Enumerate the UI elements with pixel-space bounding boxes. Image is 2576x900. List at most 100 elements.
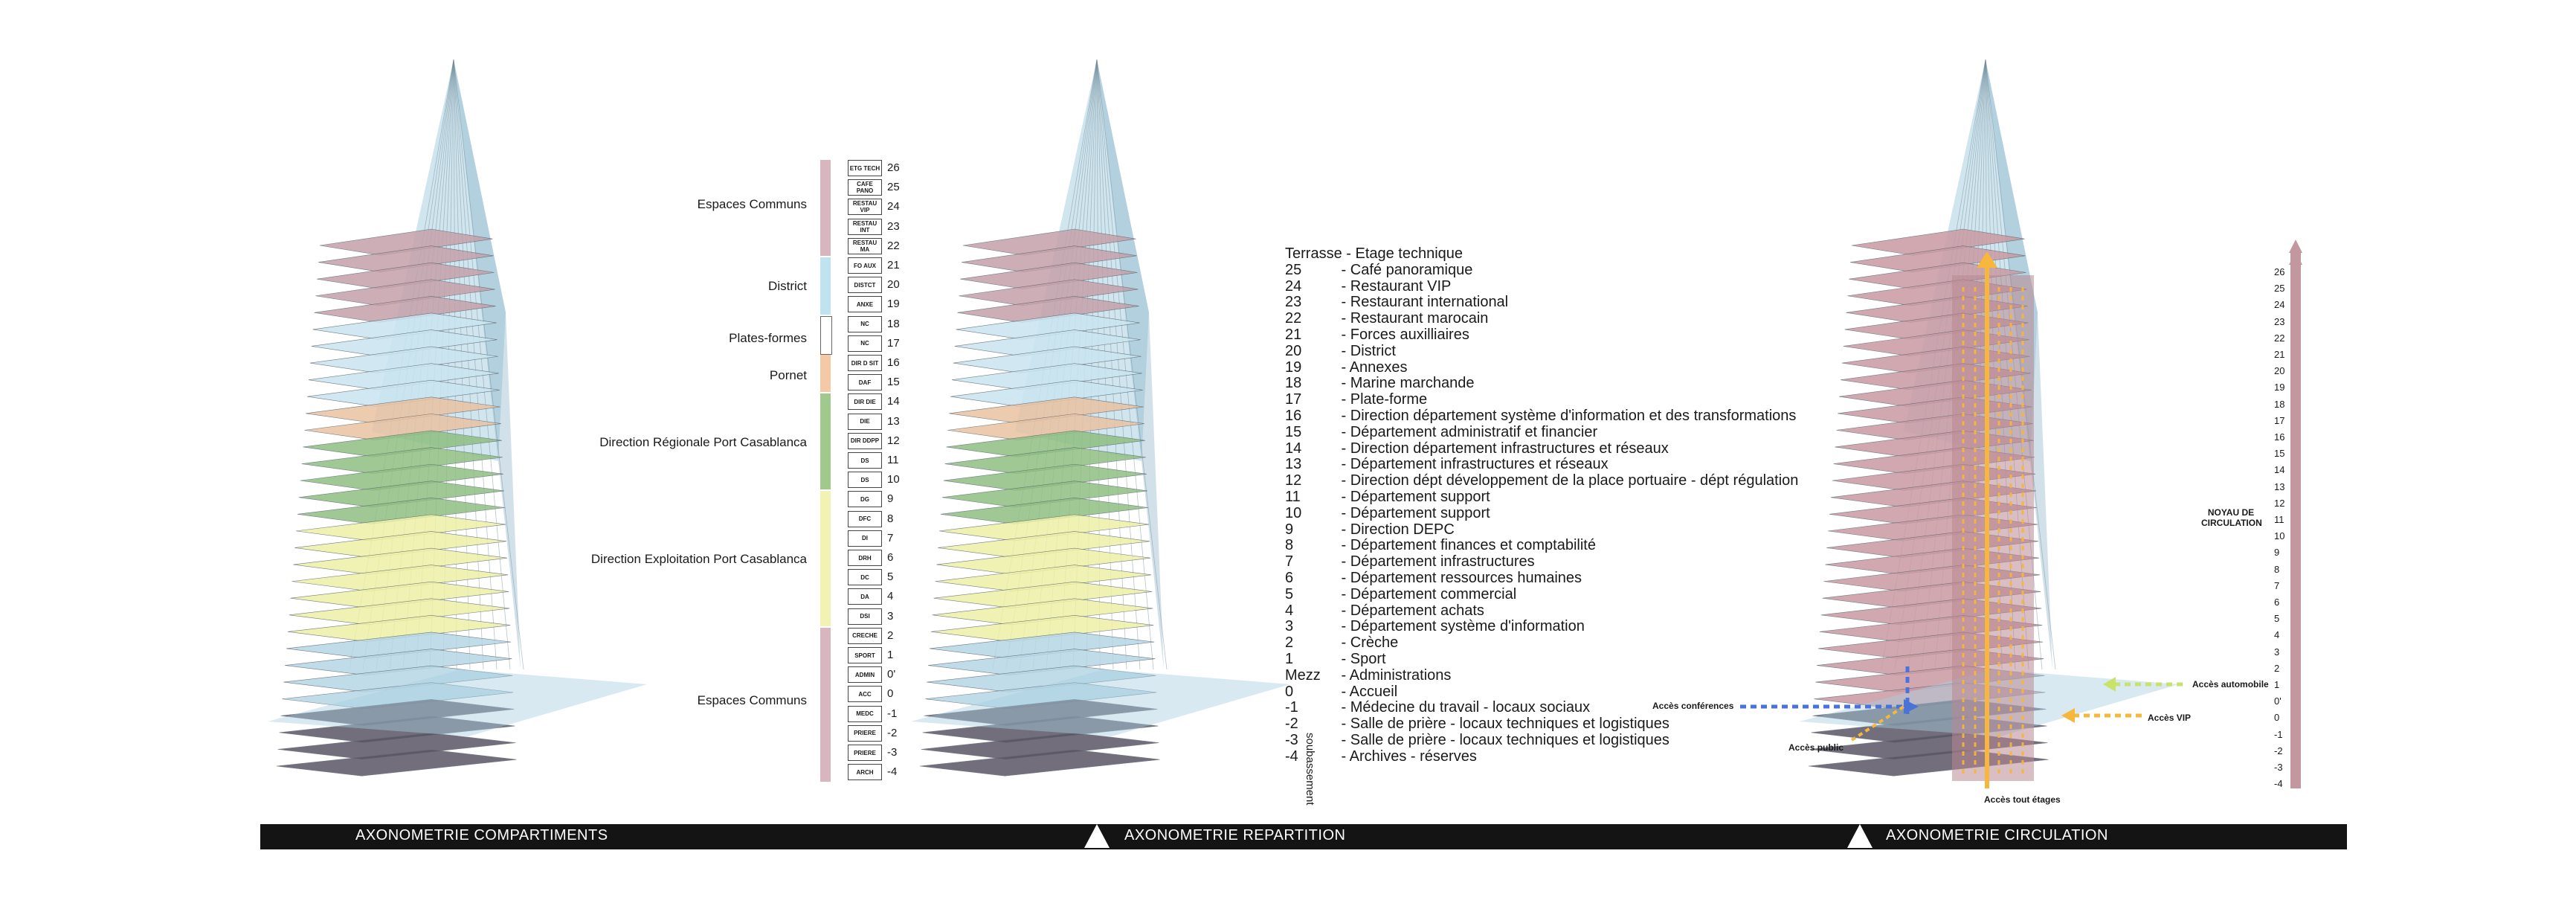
circulation-level-number: 0 xyxy=(2274,712,2280,724)
legend-row: Terrasse - Etage technique xyxy=(1285,245,1463,263)
legend-floor-text: - Département finances et comptabilité xyxy=(1337,537,1596,554)
legend-floor-text: - Département commercial xyxy=(1337,585,1517,602)
floor-number: 13 xyxy=(887,414,900,428)
legend-floor-number: 23 xyxy=(1285,294,1302,311)
floor-code-cell: DS xyxy=(848,452,882,469)
legend-floor-text: - Café panoramique xyxy=(1337,261,1473,278)
floor-number: 1 xyxy=(887,649,894,661)
floor-number: 18 xyxy=(887,317,900,330)
floor-number: 8 xyxy=(887,512,894,525)
floor-plate xyxy=(279,716,515,743)
floor-number: 10 xyxy=(887,473,900,486)
floor-code-cell: DSI xyxy=(848,608,882,625)
floor-plate xyxy=(938,531,1150,558)
floor-plate xyxy=(319,228,493,256)
legend-floor-number: 18 xyxy=(1285,375,1302,392)
legend-row: 15 - Département administratif et financ… xyxy=(1285,424,1597,441)
legend-floor-text: - Etage technique xyxy=(1342,245,1464,262)
legend-floor-number: 4 xyxy=(1285,602,1294,619)
floor-plate xyxy=(312,312,497,340)
noyau-label: NOYAU DE CIRCULATION xyxy=(2201,507,2262,528)
legend-floor-text: - Direction département infrastructures … xyxy=(1337,440,1669,457)
floor-number: 23 xyxy=(887,219,900,233)
circulation-level-number: -1 xyxy=(2274,728,2283,740)
floor-plate xyxy=(933,581,1153,608)
floor-number: -2 xyxy=(887,726,898,739)
floor-plate xyxy=(296,514,506,541)
floor-plate xyxy=(954,330,1141,356)
access-public-arrow xyxy=(1850,705,1905,742)
floor-plate xyxy=(277,733,516,759)
circulation-core xyxy=(1952,275,2034,781)
floor-plate xyxy=(927,665,1156,692)
floor-number: 16 xyxy=(887,356,900,369)
floor-plate xyxy=(962,228,1136,256)
legend-row: 7 - Département infrastructures xyxy=(1285,553,1535,570)
legend-floor-text: - Médecine du travail - locaux sociaux xyxy=(1337,699,1591,716)
floor-plate xyxy=(939,514,1150,541)
circulation-level-number: 2 xyxy=(2274,662,2280,674)
legend-row: 1 - Sport xyxy=(1285,651,1386,668)
legend-floor-text: - Crèche xyxy=(1337,634,1399,652)
legend-floor-text: - Département système d'information xyxy=(1337,618,1585,635)
tower-spire-side xyxy=(1986,60,2052,669)
floor-code-cell: DC xyxy=(848,569,882,586)
circulation-level-number: 25 xyxy=(2274,283,2285,295)
zone-label: Direction Exploitation Port Casablanca xyxy=(590,552,807,566)
zone-bar xyxy=(820,160,831,256)
floor-code-cell: RESTAU INT xyxy=(848,218,882,235)
legend-floor-text: - Salle de prière - locaux techniques et… xyxy=(1337,716,1669,733)
floor-plate xyxy=(921,733,1159,759)
legend-floor-number: 17 xyxy=(1285,391,1302,408)
floor-plate xyxy=(924,698,1158,726)
floor-plate xyxy=(947,414,1144,440)
floor-code-cell: CAFE PANO xyxy=(848,179,882,196)
lattice-line xyxy=(453,59,524,670)
bar-notch-right xyxy=(1847,824,1873,848)
floor-number: 26 xyxy=(887,161,900,174)
lattice-line xyxy=(1096,59,1101,670)
title-repartition: AXONOMETRIE REPARTITION xyxy=(1124,827,1346,843)
legend-floor-text: - Accueil xyxy=(1337,683,1398,700)
floor-plate xyxy=(959,279,1139,306)
floor-plate xyxy=(307,379,500,407)
zone-bar xyxy=(820,627,831,782)
floor-number: 14 xyxy=(887,395,900,408)
access-automobile-arrowhead xyxy=(2103,677,2116,692)
zone-bar xyxy=(820,315,832,355)
legend-floor-text: - Plate-forme xyxy=(1337,391,1428,408)
floor-plate xyxy=(294,531,507,558)
floor-plate xyxy=(309,346,498,373)
plaza-plane xyxy=(911,669,1290,736)
floor-plate xyxy=(1850,245,2026,273)
floor-plate xyxy=(318,245,494,273)
floor-plate xyxy=(940,497,1149,524)
floor-number: 0' xyxy=(887,668,896,681)
legend-row: Mezz - Administrations xyxy=(1285,667,1451,684)
floor-code-cell: ARCH xyxy=(848,764,882,781)
legend-floor-text: - Département infrastructures xyxy=(1337,553,1535,570)
legend-floor-text: - Département achats xyxy=(1337,602,1484,619)
floor-plate xyxy=(951,363,1142,390)
floor-plate xyxy=(943,463,1147,491)
legend-row: 3 - Département système d'information xyxy=(1285,618,1585,635)
legend-floor-number: 0 xyxy=(1285,683,1294,700)
floor-code-cell: PRIERE xyxy=(848,724,882,742)
circulation-level-number: -2 xyxy=(2274,745,2283,756)
legend-floor-text: - Département support xyxy=(1337,489,1490,505)
floor-code-cell: DIR DDPP xyxy=(848,432,882,449)
legend-floor-text: - District xyxy=(1337,342,1396,359)
zone-label: Espaces Communs xyxy=(697,197,807,211)
floor-number: 17 xyxy=(887,336,900,350)
lattice-line xyxy=(1096,59,1154,670)
floor-plate xyxy=(300,463,503,491)
legend-floor-number: 12 xyxy=(1285,472,1302,489)
legend-row: -2 - Salle de prière - locaux techniques… xyxy=(1285,716,1669,733)
floor-number: 9 xyxy=(887,492,894,506)
floor-code-cell: ADMIN xyxy=(848,666,882,684)
lattice-line xyxy=(1096,59,1141,670)
floor-plate xyxy=(1849,262,2026,289)
circulation-level-number: 23 xyxy=(2274,315,2285,327)
noyau-arrow-top-1 xyxy=(2289,240,2302,253)
